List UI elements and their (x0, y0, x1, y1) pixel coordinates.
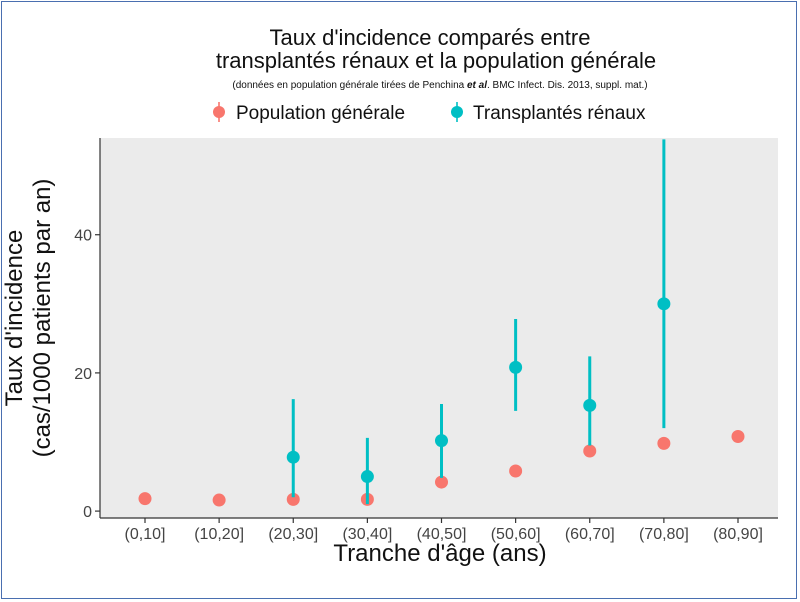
point-population-generale (657, 436, 671, 450)
point-transplantes-renaux (583, 398, 597, 412)
x-tick-label: (40,50] (417, 526, 467, 543)
point-population-generale (731, 429, 745, 443)
y-tick-label: 20 (74, 366, 92, 383)
point-transplantes-renaux (435, 434, 448, 448)
chart-title-line-1: Taux d'incidence comparés entre (270, 25, 591, 50)
legend-item-transplantes-renaux: Transplantés rénaux (451, 102, 646, 124)
x-tick-label: (30,40] (342, 526, 392, 543)
legend-key-dot-population-generale (213, 106, 225, 118)
point-transplantes-renaux (509, 360, 523, 374)
x-tick-label: (0,10] (125, 526, 166, 543)
x-tick-label: (70,80] (639, 526, 689, 543)
x-tick-label: (20,30] (268, 526, 318, 543)
chart-subtitle-em: et al (467, 80, 487, 91)
y-ticks: 0 20 40 (74, 228, 100, 521)
legend-label-transplantes-renaux: Transplantés rénaux (473, 103, 646, 124)
y-tick-label: 40 (74, 228, 92, 245)
point-transplantes-renaux (360, 470, 374, 484)
y-axis-label-line-2: (cas/1000 patients par an) (29, 179, 56, 458)
legend-label-population-generale: Population générale (236, 103, 405, 124)
chart-subtitle-post: . BMC Infect. Dis. 2013, suppl. mat.) (487, 80, 648, 91)
point-population-generale (286, 492, 300, 506)
legend-item-population-generale: Population générale (213, 102, 405, 124)
x-tick-label: (80,90] (713, 526, 763, 543)
x-tick-label: (50,60] (491, 526, 541, 543)
chart-title-line-2: transplantés rénaux et la population gén… (216, 48, 656, 73)
legend: Population générale Transplantés rénaux (213, 102, 646, 124)
point-population-generale (583, 444, 597, 458)
point-population-generale (435, 475, 448, 489)
chart-subtitle: (données en population générale tirées d… (232, 80, 647, 91)
point-transplantes-renaux (657, 297, 671, 311)
chart-marks (138, 139, 745, 507)
x-ticks: (0,10] (10,20] (20,30] (30,40] (40,50] (50,60… (125, 518, 763, 543)
x-axis-label: Tranche d'âge (ans) (333, 540, 546, 567)
series-transplantes-renaux (286, 139, 671, 505)
x-tick-label: (10,20] (194, 526, 244, 543)
chart-subtitle-pre: (données en population générale tirées d… (232, 80, 467, 91)
point-population-generale (212, 493, 226, 507)
y-tick-label: 0 (83, 504, 92, 521)
point-population-generale (509, 464, 523, 478)
point-transplantes-renaux (286, 450, 300, 464)
series-population-generale (138, 429, 745, 507)
y-axis-label-line-1: Taux d'incidence (1, 230, 28, 407)
legend-key-dot-transplantes-renaux (451, 106, 463, 118)
point-population-generale (138, 492, 152, 506)
x-tick-label: (60,70] (565, 526, 615, 543)
plot-panel (100, 138, 778, 518)
